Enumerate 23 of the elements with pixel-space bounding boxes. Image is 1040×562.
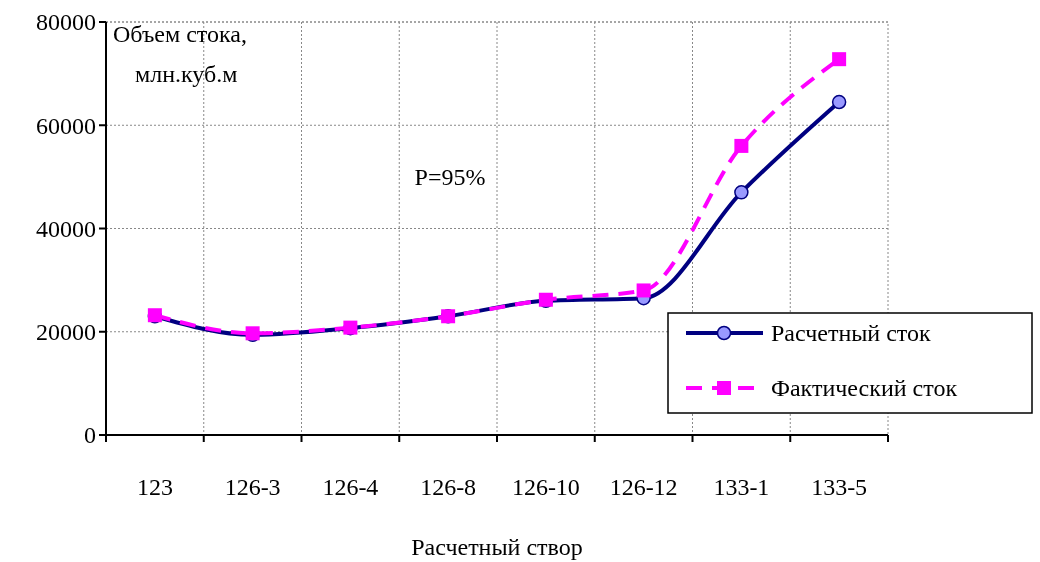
y-tick-label: 20000 bbox=[36, 319, 96, 346]
point bbox=[734, 185, 749, 200]
y-axis-title: Объем стока, млн.куб.м bbox=[113, 21, 247, 87]
annotation: P=95% bbox=[414, 164, 486, 190]
x-tick-label: 126-3 bbox=[224, 474, 281, 500]
x-tick-label: 126-10 bbox=[511, 474, 580, 500]
x-tick-label: 126-12 bbox=[609, 474, 678, 500]
y-tick-label: 80000 bbox=[36, 9, 96, 36]
x-tick-label: 133-1 bbox=[713, 474, 770, 500]
legend-label: Фактический сток bbox=[771, 375, 958, 402]
x-axis-title: Расчетный створ bbox=[411, 534, 583, 560]
y-tick-label: 60000 bbox=[36, 112, 96, 139]
x-tick-label: 126-8 bbox=[420, 474, 477, 500]
point bbox=[636, 283, 651, 298]
legend-label: Расчетный сток bbox=[771, 320, 932, 347]
y-tick-label: 0 bbox=[84, 422, 96, 449]
x-tick-label: 133-5 bbox=[811, 474, 868, 500]
point bbox=[831, 94, 847, 110]
point bbox=[734, 138, 749, 153]
point bbox=[832, 52, 847, 67]
y-tick-label: 40000 bbox=[36, 215, 96, 242]
x-tick-label: 126-4 bbox=[322, 474, 379, 500]
x-tick-label: 123 bbox=[136, 474, 173, 500]
